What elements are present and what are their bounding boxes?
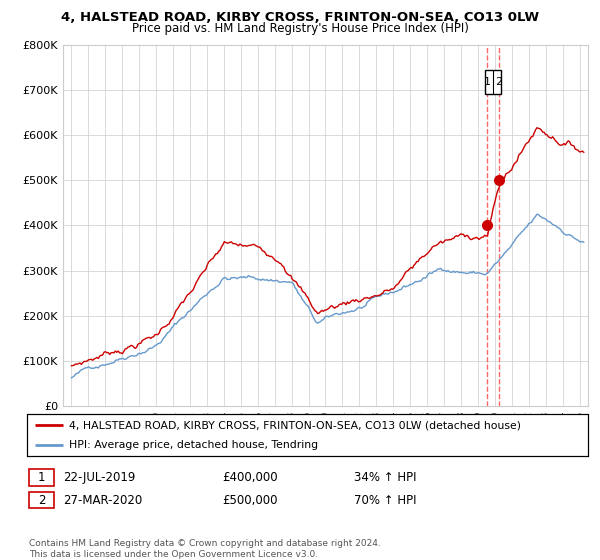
Text: Price paid vs. HM Land Registry's House Price Index (HPI): Price paid vs. HM Land Registry's House … xyxy=(131,22,469,35)
Text: 27-MAR-2020: 27-MAR-2020 xyxy=(63,493,142,507)
Text: 2: 2 xyxy=(38,493,45,507)
Text: 2: 2 xyxy=(495,77,502,87)
Text: HPI: Average price, detached house, Tendring: HPI: Average price, detached house, Tend… xyxy=(69,441,318,450)
Text: 1: 1 xyxy=(484,77,491,87)
Text: Contains HM Land Registry data © Crown copyright and database right 2024.
This d: Contains HM Land Registry data © Crown c… xyxy=(29,539,380,559)
FancyBboxPatch shape xyxy=(485,69,501,95)
Text: 34% ↑ HPI: 34% ↑ HPI xyxy=(354,470,416,484)
Text: 1: 1 xyxy=(38,470,45,484)
Text: £400,000: £400,000 xyxy=(222,470,278,484)
Text: 70% ↑ HPI: 70% ↑ HPI xyxy=(354,493,416,507)
Text: 4, HALSTEAD ROAD, KIRBY CROSS, FRINTON-ON-SEA, CO13 0LW: 4, HALSTEAD ROAD, KIRBY CROSS, FRINTON-O… xyxy=(61,11,539,24)
Text: £500,000: £500,000 xyxy=(222,493,277,507)
Text: 22-JUL-2019: 22-JUL-2019 xyxy=(63,470,136,484)
Text: 4, HALSTEAD ROAD, KIRBY CROSS, FRINTON-ON-SEA, CO13 0LW (detached house): 4, HALSTEAD ROAD, KIRBY CROSS, FRINTON-O… xyxy=(69,421,521,430)
